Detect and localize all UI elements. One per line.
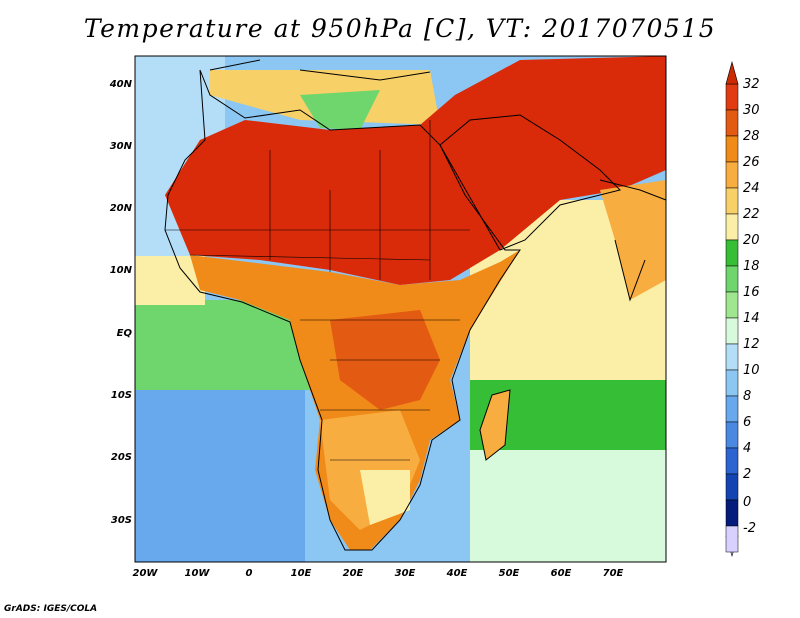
colorbar-segment [725, 291, 739, 319]
colorbar-label-10: 10 [743, 363, 760, 378]
lon-label-20w: 20W [132, 568, 158, 579]
colorbar-label-20: 20 [743, 233, 760, 248]
colorbar-label-0: 0 [743, 495, 752, 510]
colorbar-segment [725, 135, 739, 163]
credit-text: GrADS: IGES/COLA [4, 604, 98, 614]
madagascar-coastline [479, 389, 511, 461]
colorbar-label-32: 32 [743, 77, 760, 92]
colorbar-segment [725, 83, 739, 111]
colorbar-label-22: 22 [743, 207, 760, 222]
lat-label-eq: EQ [116, 328, 132, 339]
lon-label-50e: 50E [498, 568, 520, 579]
colorbar-label-neg2: -2 [743, 521, 756, 536]
colorbar-segment [725, 317, 739, 345]
lat-label-10s: 10S [110, 390, 132, 401]
sahara-arabia-hot [165, 56, 666, 285]
colorbar-segment [725, 161, 739, 189]
colorbar-label-8: 8 [743, 389, 752, 404]
map-frame [134, 55, 667, 563]
colorbar-segment [725, 343, 739, 371]
lon-label-10w: 10W [184, 568, 210, 579]
colorbar-segment [725, 187, 739, 215]
colorbar-label-16: 16 [743, 285, 760, 300]
india-coastline [599, 179, 667, 302]
lon-label-0: 0 [245, 568, 253, 579]
temperature-field [135, 56, 666, 562]
colorbar-segment [725, 109, 739, 137]
colorbar-top-arrow [725, 60, 739, 85]
south-indian-ocean [470, 450, 666, 562]
africa-interior [190, 250, 520, 550]
colorbar-label-26: 26 [743, 155, 760, 170]
colorbar-segment [725, 239, 739, 267]
chart-title: Temperature at 950hPa [C], VT: 201707051… [83, 14, 717, 43]
arabian-coastline [439, 114, 621, 251]
mediterranean-green [300, 90, 380, 130]
colorbar-segment [725, 395, 739, 423]
colorbar-label-24: 24 [743, 181, 760, 196]
colorbar-segment [725, 447, 739, 475]
lat-label-20s: 20S [110, 452, 132, 463]
colorbar-label-2: 2 [743, 467, 752, 482]
lon-label-10e: 10E [290, 568, 312, 579]
kalahari [360, 470, 410, 525]
africa-coastline [164, 69, 521, 551]
colorbar-label-30: 30 [743, 103, 760, 118]
lat-label-20n: 20N [109, 203, 132, 214]
lon-label-60e: 60E [550, 568, 572, 579]
colorbar-label-14: 14 [743, 311, 760, 326]
lon-label-20e: 20E [342, 568, 364, 579]
colorbar-label-6: 6 [743, 415, 752, 430]
colorbar-segment [725, 265, 739, 293]
colorbar-segment [725, 499, 739, 527]
country-borders [165, 120, 470, 461]
colorbar-label-18: 18 [743, 259, 760, 274]
europe-coastline [209, 59, 431, 81]
south-atlantic [135, 390, 305, 562]
lat-label-30s: 30S [110, 515, 132, 526]
lat-label-30n: 30N [109, 141, 132, 152]
colorbar [725, 60, 739, 558]
lon-label-30e: 30E [394, 568, 416, 579]
lon-label-40e: 40E [446, 568, 468, 579]
coastlines [164, 59, 667, 551]
lon-label-70e: 70E [602, 568, 624, 579]
lat-label-40n: 40N [109, 79, 132, 90]
colorbar-segment [725, 473, 739, 501]
india [600, 180, 666, 300]
madagascar [480, 390, 510, 460]
lat-label-10n: 10N [109, 265, 132, 276]
colorbar-segment [725, 369, 739, 397]
colorbar-segment [725, 421, 739, 449]
colorbar-label-12: 12 [743, 337, 760, 352]
colorbar-segment [725, 525, 739, 553]
colorbar-segment [725, 213, 739, 241]
colorbar-label-4: 4 [743, 441, 752, 456]
colorbar-label-28: 28 [743, 129, 760, 144]
